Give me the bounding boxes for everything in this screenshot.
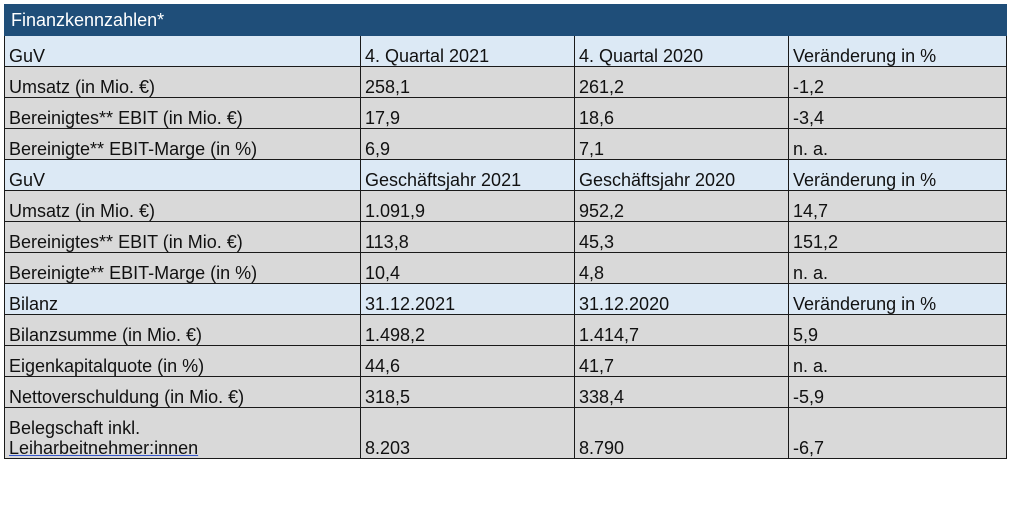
table-cell: -3,4	[787, 97, 1008, 129]
row-label: Nettoverschuldung (in Mio. €)	[4, 376, 361, 408]
table-cell: 44,6	[360, 345, 575, 377]
row-label-line: Leiharbeitnehmer:innen	[9, 438, 199, 458]
table-title: Finanzkennzahlen*	[3, 4, 1008, 36]
row-label: Bereinigtes** EBIT (in Mio. €)	[4, 97, 361, 129]
table-cell: 1.414,7	[574, 314, 789, 346]
section-header-cell: GuV	[4, 35, 361, 67]
table-row: Bereinigtes** EBIT (in Mio. €) 113,8 45,…	[4, 221, 1008, 253]
section-header-cell: Bilanz	[4, 283, 361, 315]
table-cell: 7,1	[574, 128, 789, 160]
section-header-cell: 31.12.2021	[360, 283, 575, 315]
section-header-cell: Veränderung in %	[787, 35, 1008, 67]
row-label: Umsatz (in Mio. €)	[4, 190, 361, 222]
section-header-row: Bilanz 31.12.2021 31.12.2020 Veränderung…	[4, 283, 1008, 315]
table-cell: 151,2	[787, 221, 1008, 253]
table-cell: 45,3	[574, 221, 789, 253]
table-cell: 338,4	[574, 376, 789, 408]
row-label-line: Belegschaft inkl.	[9, 418, 141, 438]
row-label: Bereinigtes** EBIT (in Mio. €)	[4, 221, 361, 253]
table-row-headcount: Belegschaft inkl. Leiharbeitnehmer:innen…	[4, 407, 1008, 459]
table-cell: -5,9	[787, 376, 1008, 408]
table-title-row: Finanzkennzahlen*	[3, 4, 1008, 36]
table-cell: 17,9	[360, 97, 575, 129]
section-header-cell: 31.12.2020	[574, 283, 789, 315]
table-cell: 6,9	[360, 128, 575, 160]
section-header-cell: Veränderung in %	[787, 159, 1008, 191]
table-cell: 14,7	[787, 190, 1008, 222]
financial-table-container: Finanzkennzahlen* GuV 4. Quartal 2021 4.…	[3, 4, 1008, 459]
table-cell: 5,9	[787, 314, 1008, 346]
section-header-cell: 4. Quartal 2021	[360, 35, 575, 67]
row-label: Eigenkapitalquote (in %)	[4, 345, 361, 377]
row-label: Bereinigte** EBIT-Marge (in %)	[4, 252, 361, 284]
section-header-cell: Geschäftsjahr 2021	[360, 159, 575, 191]
table-cell: 261,2	[574, 66, 789, 98]
table-cell: 4,8	[574, 252, 789, 284]
table-row: Umsatz (in Mio. €) 258,1 261,2 -1,2	[4, 66, 1008, 98]
table-cell: n. a.	[787, 345, 1008, 377]
table-row: Bilanzsumme (in Mio. €) 1.498,2 1.414,7 …	[4, 314, 1008, 346]
table-cell: 8.203	[360, 407, 575, 459]
table-cell: 1.091,9	[360, 190, 575, 222]
section-header-cell: 4. Quartal 2020	[574, 35, 789, 67]
table-cell: n. a.	[787, 128, 1008, 160]
table-row: Bereinigte** EBIT-Marge (in %) 6,9 7,1 n…	[4, 128, 1008, 160]
section-header-cell: Veränderung in %	[787, 283, 1008, 315]
table-cell: 952,2	[574, 190, 789, 222]
section-header-row: GuV 4. Quartal 2021 4. Quartal 2020 Verä…	[4, 35, 1008, 67]
section-header-row: GuV Geschäftsjahr 2021 Geschäftsjahr 202…	[4, 159, 1008, 191]
table-row: Bereinigtes** EBIT (in Mio. €) 17,9 18,6…	[4, 97, 1008, 129]
table-cell: 8.790	[574, 407, 789, 459]
table-row: Bereinigte** EBIT-Marge (in %) 10,4 4,8 …	[4, 252, 1008, 284]
row-label: Umsatz (in Mio. €)	[4, 66, 361, 98]
section-header-cell: Geschäftsjahr 2020	[574, 159, 789, 191]
financial-kpi-table: Finanzkennzahlen* GuV 4. Quartal 2021 4.…	[3, 4, 1008, 459]
table-cell: -6,7	[787, 407, 1008, 459]
table-cell: 41,7	[574, 345, 789, 377]
row-label-headcount: Belegschaft inkl. Leiharbeitnehmer:innen	[4, 407, 361, 459]
table-cell: n. a.	[787, 252, 1008, 284]
section-header-cell: GuV	[4, 159, 361, 191]
table-cell: 258,1	[360, 66, 575, 98]
table-cell: 113,8	[360, 221, 575, 253]
table-row: Nettoverschuldung (in Mio. €) 318,5 338,…	[4, 376, 1008, 408]
table-cell: -1,2	[787, 66, 1008, 98]
table-row: Eigenkapitalquote (in %) 44,6 41,7 n. a.	[4, 345, 1008, 377]
table-cell: 318,5	[360, 376, 575, 408]
row-label: Bereinigte** EBIT-Marge (in %)	[4, 128, 361, 160]
table-cell: 18,6	[574, 97, 789, 129]
row-label: Bilanzsumme (in Mio. €)	[4, 314, 361, 346]
table-row: Umsatz (in Mio. €) 1.091,9 952,2 14,7	[4, 190, 1008, 222]
table-cell: 1.498,2	[360, 314, 575, 346]
table-cell: 10,4	[360, 252, 575, 284]
